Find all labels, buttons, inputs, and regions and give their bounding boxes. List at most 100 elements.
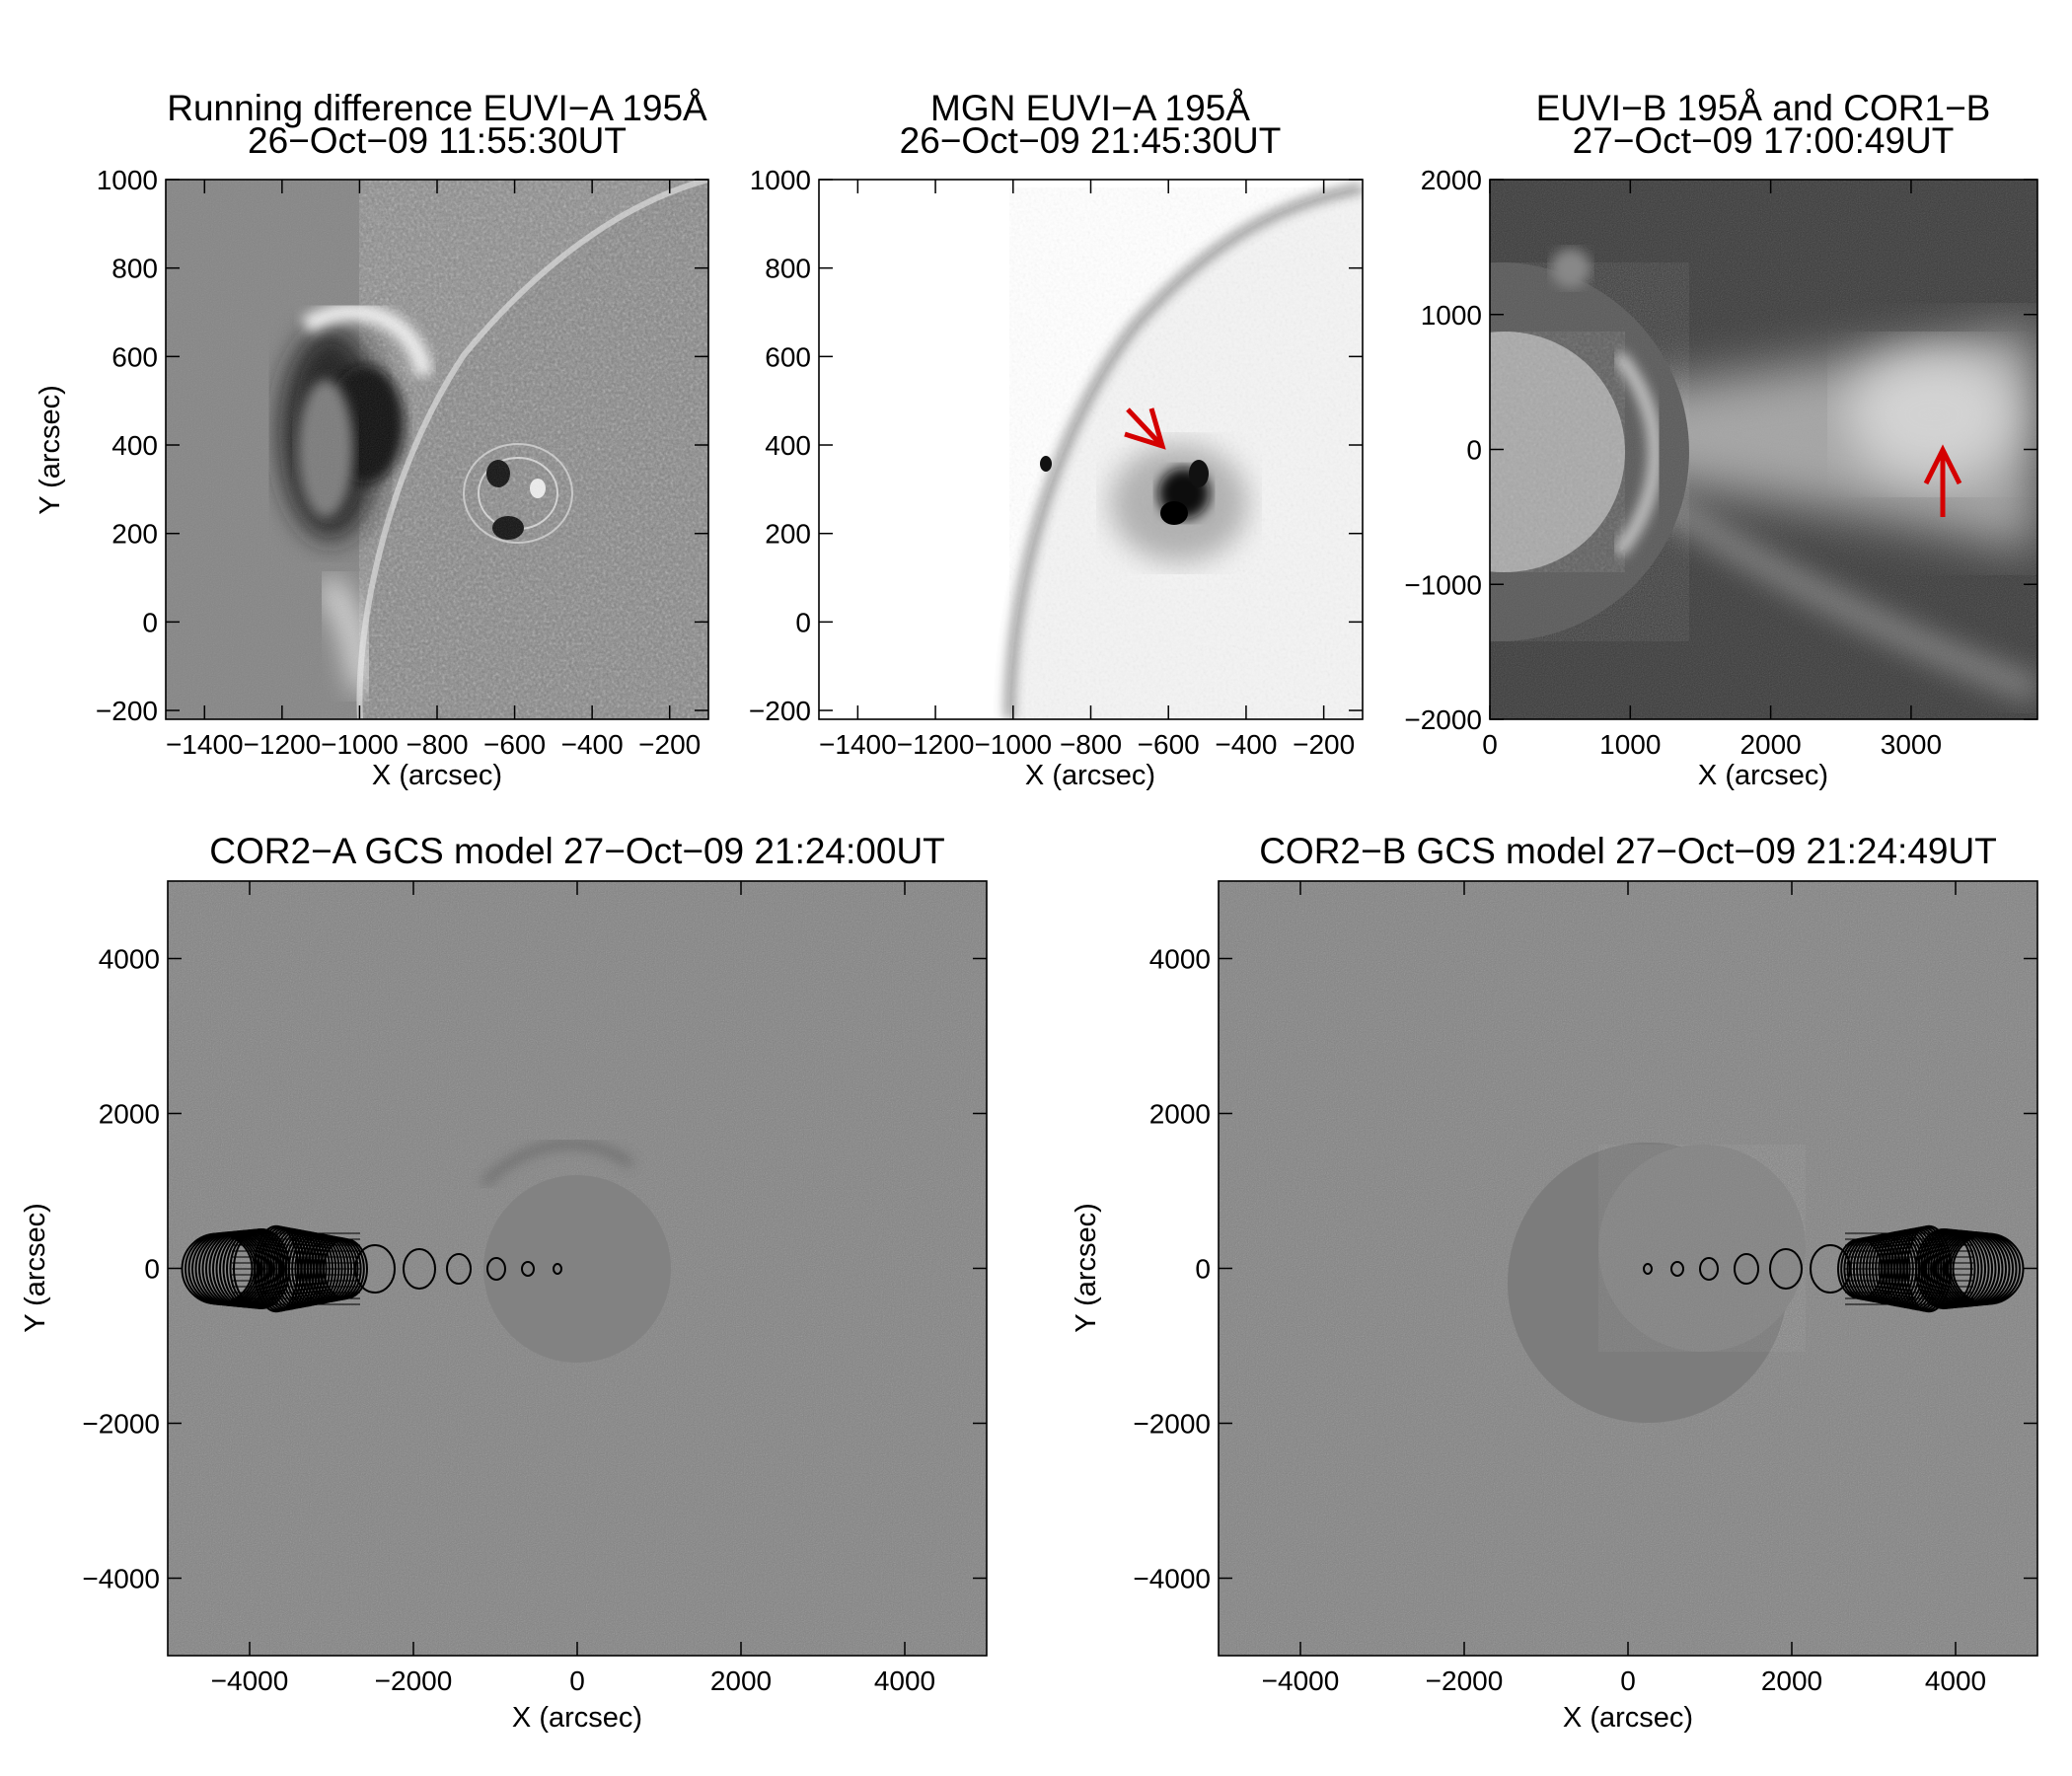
- x-tick-label: 0: [1482, 729, 1498, 760]
- panel-axes: 0 1000 2000 3000 2000 1000 0 −1000 −2000: [1404, 165, 2037, 760]
- x-axis-label: X (arcsec): [1563, 1702, 1693, 1734]
- gcs-ring: [1769, 1248, 1803, 1290]
- gcs-ring: [403, 1248, 436, 1290]
- x-tick-label: −1400: [166, 729, 244, 760]
- y-tick-label: −2000: [82, 1409, 160, 1440]
- cor2-b-image: [1219, 881, 2037, 1656]
- panel-title: COR2−A GCS model 27−Oct−09 21:24:00UT: [209, 831, 945, 871]
- y-tick-label: 400: [765, 430, 811, 461]
- panel-mgn: −1400 −1200 −1000 −800 −600 −400 −200 1000 800 60…: [749, 88, 1364, 791]
- mgn-image: [819, 180, 1363, 719]
- x-tick-label: −200: [1293, 729, 1355, 760]
- y-tick-label: −4000: [1133, 1564, 1211, 1594]
- y-tick-label: 800: [111, 254, 158, 284]
- y-tick-label: 0: [795, 607, 811, 637]
- y-tick-label: 800: [765, 254, 811, 284]
- x-tick-label: −2000: [1426, 1665, 1504, 1696]
- y-tick-label: 2000: [99, 1099, 160, 1130]
- x-tick-label: −800: [1060, 729, 1122, 760]
- y-axis-label: Y (arcsec): [1071, 1203, 1102, 1333]
- y-tick-label: 2000: [1149, 1099, 1211, 1130]
- x-tick-label: 4000: [874, 1665, 935, 1696]
- gcs-ring: [1734, 1253, 1759, 1285]
- x-tick-label: 2000: [1739, 729, 1801, 760]
- y-tick-label: 0: [1466, 435, 1482, 466]
- y-tick-label: 0: [142, 607, 158, 637]
- active-region: [1040, 444, 1248, 562]
- y-tick-label: 2000: [1421, 165, 1482, 195]
- x-tick-label: −1000: [321, 729, 399, 760]
- panel-running-difference: −1400 −1200 −1000 −800 −600 −400 −200 1000 800 60…: [35, 88, 709, 791]
- y-axis-label: Y (arcsec): [35, 385, 66, 515]
- gcs-ring: [446, 1253, 472, 1285]
- euvi-b-cor1-b-image: [1490, 180, 2037, 719]
- y-tick-label: 0: [1195, 1254, 1211, 1285]
- y-tick-label: −1000: [1404, 569, 1482, 600]
- x-tick-label: 4000: [1925, 1665, 1986, 1696]
- x-tick-label: −800: [406, 729, 468, 760]
- y-tick-label: 1000: [1421, 300, 1482, 331]
- panel-title-line2: 26−Oct−09 21:45:30UT: [900, 120, 1282, 161]
- x-axis-label: X (arcsec): [372, 760, 502, 791]
- y-tick-label: 0: [144, 1254, 160, 1285]
- x-tick-label: 1000: [1599, 729, 1661, 760]
- y-tick-label: −200: [96, 696, 158, 726]
- gcs-model-wireframe: [181, 1224, 562, 1313]
- y-tick-label: 600: [765, 341, 811, 372]
- y-tick-label: 1000: [750, 165, 811, 195]
- y-tick-label: −2000: [1404, 704, 1482, 735]
- x-tick-label: −1400: [819, 729, 897, 760]
- panel-title: COR2−B GCS model 27−Oct−09 21:24:49UT: [1259, 831, 1997, 871]
- panel-title-line1: Running difference EUVI−A 195Å: [167, 88, 707, 128]
- panel-euvi-b-cor1-b: 0 1000 2000 3000 2000 1000 0 −1000 −2000 EUVI−B …: [1404, 88, 2038, 791]
- y-tick-label: 400: [111, 430, 158, 461]
- y-tick-label: 4000: [99, 944, 160, 975]
- x-tick-label: 0: [1620, 1665, 1636, 1696]
- panel-title-line1: MGN EUVI−A 195Å: [930, 88, 1250, 128]
- x-tick-label: −4000: [211, 1665, 289, 1696]
- y-axis-label: Y (arcsec): [20, 1203, 51, 1333]
- x-tick-label: −600: [483, 729, 546, 760]
- y-tick-label: −4000: [82, 1564, 160, 1594]
- panel-axes: −1400 −1200 −1000 −800 −600 −400 −200100080060…: [749, 165, 1363, 760]
- panel-cor2-b-gcs: −4000 −2000 0 2000 4000 4000 2000 0 −2000 −4000 C…: [1071, 831, 2038, 1734]
- x-tick-label: −1200: [897, 729, 975, 760]
- panel-title-line2: 26−Oct−09 11:55:30UT: [248, 120, 627, 161]
- panel-axes: −4000 −2000 0 2000 4000 4000 2000 0 −2000 −4000: [1133, 881, 2037, 1696]
- x-tick-label: 3000: [1881, 729, 1942, 760]
- x-tick-label: −4000: [1262, 1665, 1340, 1696]
- y-tick-label: −200: [749, 696, 811, 726]
- y-tick-label: 600: [111, 341, 158, 372]
- x-tick-label: −2000: [375, 1665, 453, 1696]
- panel-axes: −4000 −2000 0 2000 4000 4000 2000 0 −2000 −4000: [82, 881, 987, 1696]
- gcs-ring: [1643, 1263, 1653, 1275]
- panel-axes: −1400 −1200 −1000 −800 −600 −400 −200 1000 800 60…: [96, 165, 708, 760]
- euvi-a-difference-image: [166, 180, 708, 719]
- x-tick-label: −1000: [974, 729, 1052, 760]
- x-axis-label: X (arcsec): [1025, 760, 1155, 791]
- gcs-ring: [553, 1263, 562, 1275]
- gcs-ring: [486, 1257, 506, 1281]
- panel-title-line1: EUVI−B 195Å and COR1−B: [1536, 88, 1991, 128]
- y-tick-label: 200: [765, 519, 811, 550]
- x-tick-label: 2000: [1761, 1665, 1822, 1696]
- gcs-ring: [521, 1261, 535, 1277]
- cor2-a-image: [168, 881, 987, 1656]
- y-tick-label: 1000: [97, 165, 158, 195]
- x-tick-label: 2000: [710, 1665, 772, 1696]
- panel-cor2-a-gcs: −4000 −2000 0 2000 4000 4000 2000 0 −2000 −4000 C…: [20, 831, 988, 1734]
- gcs-ring: [1670, 1261, 1684, 1277]
- y-tick-label: 4000: [1149, 944, 1211, 975]
- y-tick-label: 200: [111, 519, 158, 550]
- x-tick-label: −400: [561, 729, 624, 760]
- x-tick-label: −400: [1215, 729, 1277, 760]
- x-tick-label: −1200: [244, 729, 322, 760]
- red-arrow: [1124, 407, 1166, 450]
- x-axis-label: X (arcsec): [512, 1702, 642, 1734]
- gcs-ring: [1699, 1257, 1719, 1281]
- x-axis-label: X (arcsec): [1698, 760, 1828, 791]
- panel-title-line2: 27−Oct−09 17:00:49UT: [1573, 120, 1955, 161]
- x-tick-label: −200: [638, 729, 701, 760]
- y-tick-label: −2000: [1133, 1409, 1211, 1440]
